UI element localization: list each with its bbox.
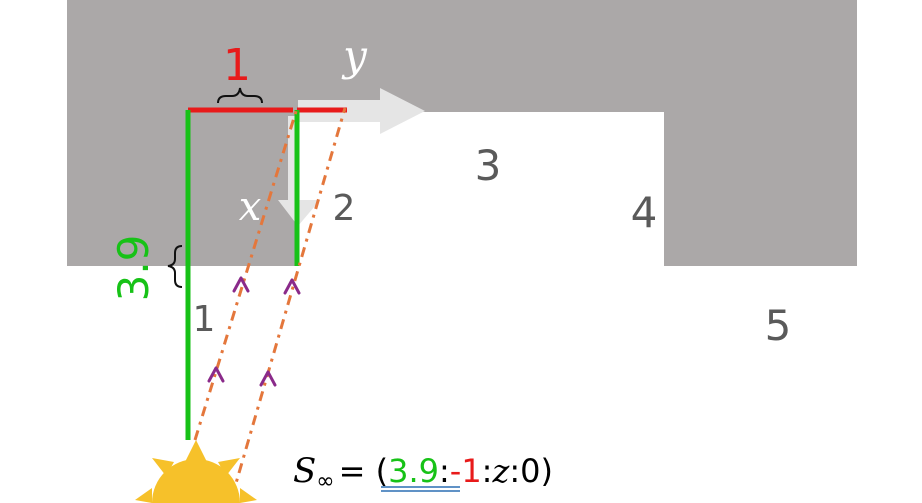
sun-rays [193, 107, 347, 498]
formula-equals: = ( [339, 452, 388, 490]
horizontal-dimension-label: 1 [223, 40, 251, 91]
sun-icon [135, 440, 257, 503]
region-label-3: 3 [475, 141, 502, 190]
region-label-1: 1 [193, 299, 216, 340]
y-axis-label: y [341, 31, 368, 80]
formula-value-z: z [491, 452, 510, 490]
chevron-up-icon [283, 278, 301, 295]
formula-sep-2: : [482, 452, 493, 490]
formula-tail: :0) [509, 452, 553, 490]
vertical-dimension-label: 3.9 [109, 235, 158, 302]
ray-direction-arrows [207, 276, 301, 387]
vertical-brace [167, 245, 183, 288]
formula-underline [381, 486, 460, 492]
ray-right [230, 107, 347, 498]
chevron-up-icon [207, 366, 225, 383]
ray-left [193, 107, 299, 441]
chevron-up-icon [232, 276, 250, 293]
region-label-5: 5 [765, 301, 792, 350]
chevron-up-icon [259, 370, 277, 387]
region-label-2: 2 [333, 188, 356, 229]
formula-value-red: -1 [450, 452, 482, 490]
formula-symbol: S [293, 451, 316, 491]
formula-value-green: 3.9 [388, 452, 439, 490]
formula-subscript: ∞ [316, 469, 334, 494]
formula-sep-1: : [439, 452, 450, 490]
sun-vector-formula: S∞ = (3.9:-1:z:0) [293, 451, 553, 494]
region-label-4: 4 [631, 188, 658, 237]
wall-shape [67, 0, 857, 266]
x-axis-label: x [239, 184, 262, 230]
horizontal-brace [217, 87, 263, 104]
